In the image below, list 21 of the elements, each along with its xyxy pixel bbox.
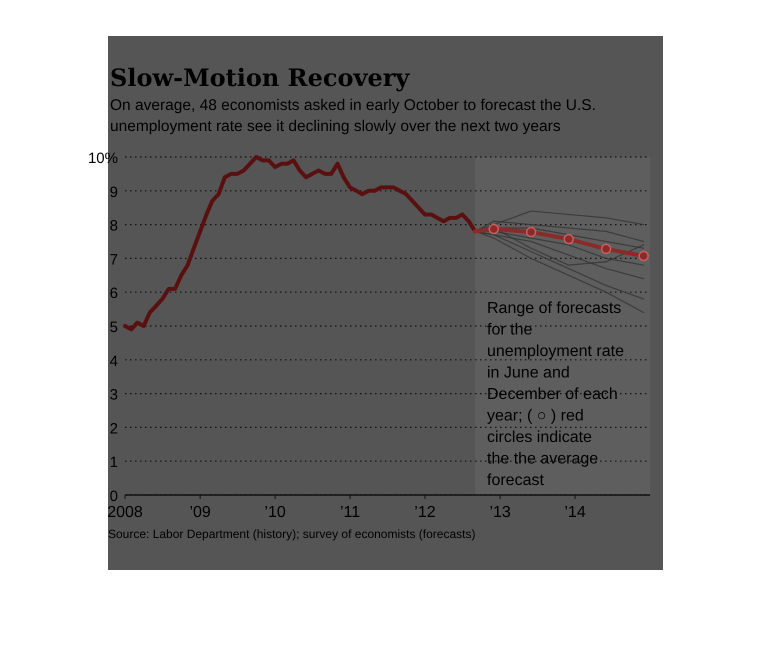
chart-title: Slow-Motion Recovery <box>110 63 410 92</box>
y-tick-label: 8 <box>110 218 118 235</box>
x-tick-label: 2008 <box>107 504 143 521</box>
x-tick-label: ’14 <box>564 504 586 521</box>
y-tick-label: 2 <box>110 420 118 438</box>
x-tick-label: ’13 <box>489 504 511 521</box>
x-tick-label: ’12 <box>414 504 436 521</box>
x-tick-label: ’11 <box>340 504 360 521</box>
x-tick-label: ’10 <box>264 504 286 521</box>
chart-subtitle: On average, 48 economists asked in early October to forecast the U.S. unemployment rate see it declining slowly over the next two years <box>110 97 596 135</box>
x-tick-label: ’09 <box>189 504 211 521</box>
text: Range of forecasts for the unemployment rate in June and December of each year; ( ○ ) red circles indicate the the average forecast <box>487 300 624 489</box>
y-tick-label: 3 <box>110 386 118 404</box>
source-note: Source: Labor Department (history); survey of economists (forecasts) <box>108 527 476 541</box>
y-tick-label: 9 <box>110 184 118 201</box>
y-tick-label: 6 <box>110 285 118 302</box>
y-tick-label: 5 <box>110 319 118 336</box>
y-tick-label: 0 <box>110 488 118 505</box>
y-tick-label: 7 <box>110 251 118 268</box>
y-tick-label: 4 <box>110 352 118 370</box>
y-tick-label: 1 <box>110 454 118 472</box>
